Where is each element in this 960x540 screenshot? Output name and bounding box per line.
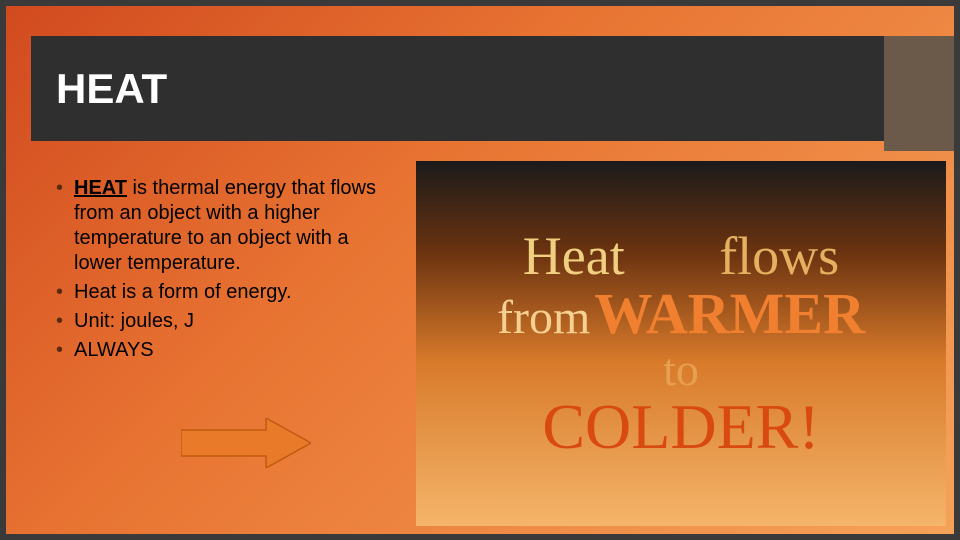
bullet-lead-bold: HEAT	[74, 177, 127, 199]
bullet-item: HEAT is thermal energy that flows from a…	[56, 176, 401, 276]
bullet-item: Unit: joules, J	[56, 309, 401, 334]
title-bar: HEAT	[31, 36, 884, 141]
slide: HEAT HEAT is thermal energy that flows f…	[0, 0, 960, 540]
graphic-text-flows: flows	[719, 226, 839, 286]
bullet-item: ALWAYS	[56, 338, 401, 363]
graphic-text-colder: COLDER!	[542, 395, 819, 459]
graphic-text-from: from	[497, 291, 590, 344]
bullet-list: HEAT is thermal energy that flows from a…	[56, 176, 401, 367]
arrow-polygon	[181, 418, 311, 468]
bullet-text: ALWAYS	[74, 339, 154, 361]
graphic-text-warmer: WARMER	[594, 281, 865, 346]
slide-title: HEAT	[56, 65, 167, 113]
bullet-text: Unit: joules, J	[74, 310, 194, 332]
graphic-text-to: to	[663, 347, 699, 393]
arrow-icon	[181, 418, 311, 468]
bullet-item: Heat is a form of energy.	[56, 280, 401, 305]
graphic-text-heat: Heat	[523, 226, 625, 286]
title-accent-block	[884, 36, 954, 151]
bullet-text: Heat is a form of energy.	[74, 281, 292, 303]
heat-flows-graphic: Heat flows from WARMER to COLDER!	[416, 161, 946, 526]
graphic-row-from-warmer: from WARMER	[497, 285, 865, 343]
